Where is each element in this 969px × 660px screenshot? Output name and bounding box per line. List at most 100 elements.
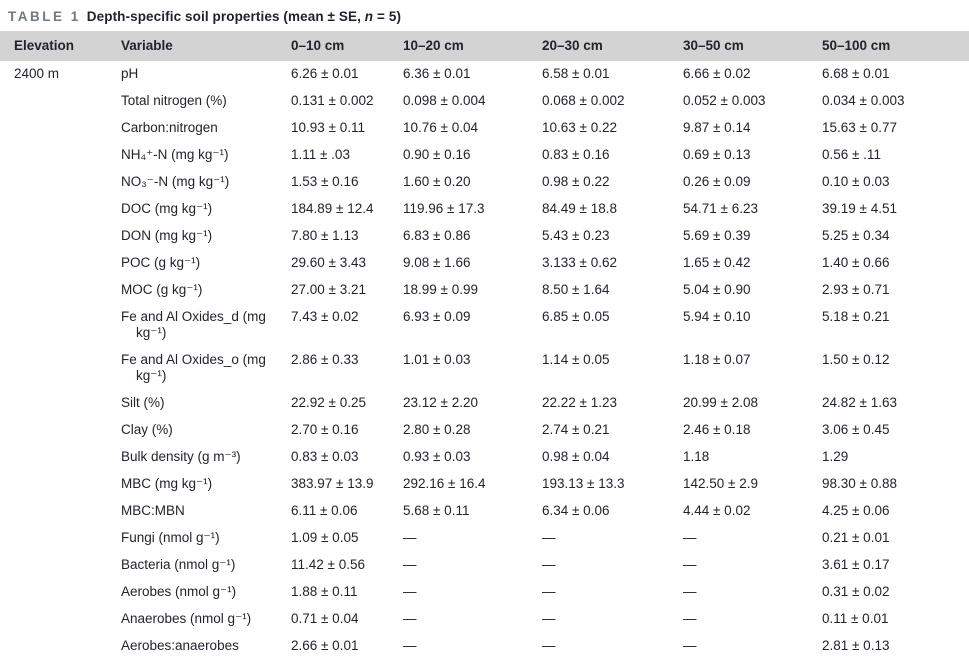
column-header-depth-0-10: 0–10 cm <box>291 31 403 61</box>
value-cell-50-100cm: 5.18 ± 0.21 <box>822 309 890 324</box>
table-row: DOC (mg kg⁻¹) 184.89 ± 12.4 119.96 ± 17.… <box>0 196 969 223</box>
value-cell-10-20cm: 6.93 ± 0.09 <box>403 309 471 324</box>
value-cell-10-20cm: 0.90 ± 0.16 <box>403 147 471 162</box>
elevation-cell <box>0 579 121 606</box>
value-cell-50-100cm: 1.29 <box>822 449 849 464</box>
elevation-cell <box>0 115 121 142</box>
value-cell-30-50cm: 1.65 ± 0.42 <box>683 255 751 270</box>
value-cell-0-10cm: 2.66 ± 0.01 <box>291 638 359 653</box>
value-cell-20-30cm: 84.49 ± 18.8 <box>542 201 617 216</box>
value-cell-30-50cm: 6.66 ± 0.02 <box>683 66 751 81</box>
value-cell-50-100cm: 5.25 ± 0.34 <box>822 228 890 243</box>
variable-cell: Fe and Al Oxides_d (mg kg⁻¹) <box>121 309 266 340</box>
value-cell-50-100cm: 39.19 ± 4.51 <box>822 201 897 216</box>
value-cell-10-20cm: 292.16 ± 16.4 <box>403 476 486 491</box>
value-cell-20-30cm: 6.58 ± 0.01 <box>542 66 610 81</box>
value-cell-20-30cm: — <box>542 557 556 572</box>
value-cell-30-50cm: — <box>683 530 697 545</box>
elevation-cell <box>0 633 121 660</box>
variable-cell: Anaerobes (nmol g⁻¹) <box>121 611 252 626</box>
value-cell-0-10cm: 6.11 ± 0.06 <box>291 503 358 518</box>
caption-n-value: = 5) <box>373 9 402 24</box>
column-header-depth-30-50: 30–50 cm <box>683 31 822 61</box>
table-row: Total nitrogen (%) 0.131 ± 0.002 0.098 ±… <box>0 88 969 115</box>
variable-cell: MBC:MBN <box>121 503 185 518</box>
elevation-cell <box>0 142 121 169</box>
elevation-cell <box>0 525 121 552</box>
table-row: NH₄⁺-N (mg kg⁻¹) 1.11 ± .03 0.90 ± 0.16 … <box>0 142 969 169</box>
value-cell-50-100cm: 2.81 ± 0.13 <box>822 638 890 653</box>
table-row: DON (mg kg⁻¹) 7.80 ± 1.13 6.83 ± 0.86 5.… <box>0 223 969 250</box>
value-cell-20-30cm: — <box>542 638 556 653</box>
variable-cell: POC (g kg⁻¹) <box>121 255 201 270</box>
value-cell-30-50cm: 9.87 ± 0.14 <box>683 120 751 135</box>
value-cell-50-100cm: 24.82 ± 1.63 <box>822 395 897 410</box>
elevation-cell <box>0 196 121 223</box>
value-cell-30-50cm: — <box>683 638 697 653</box>
value-cell-30-50cm: 0.69 ± 0.13 <box>683 147 751 162</box>
value-cell-0-10cm: 1.53 ± 0.16 <box>291 174 359 189</box>
variable-cell: NH₄⁺-N (mg kg⁻¹) <box>121 147 229 162</box>
column-header-depth-10-20: 10–20 cm <box>403 31 542 61</box>
value-cell-0-10cm: 0.83 ± 0.03 <box>291 449 359 464</box>
table-row: Carbon:nitrogen 10.93 ± 0.11 10.76 ± 0.0… <box>0 115 969 142</box>
value-cell-0-10cm: 7.80 ± 1.13 <box>291 228 359 243</box>
variable-cell: pH <box>121 66 139 81</box>
variable-cell: Bulk density (g m⁻³) <box>121 449 241 464</box>
value-cell-0-10cm: 6.26 ± 0.01 <box>291 66 359 81</box>
value-cell-20-30cm: 6.85 ± 0.05 <box>542 309 610 324</box>
table-row: MBC:MBN 6.11 ± 0.06 5.68 ± 0.11 6.34 ± 0… <box>0 498 969 525</box>
value-cell-30-50cm: 1.18 ± 0.07 <box>683 352 751 367</box>
value-cell-0-10cm: 1.11 ± .03 <box>291 147 350 162</box>
elevation-cell <box>0 250 121 277</box>
value-cell-10-20cm: — <box>403 584 417 599</box>
table-row: MOC (g kg⁻¹) 27.00 ± 3.21 18.99 ± 0.99 8… <box>0 277 969 304</box>
value-cell-10-20cm: 2.80 ± 0.28 <box>403 422 471 437</box>
table-row: POC (g kg⁻¹) 29.60 ± 3.43 9.08 ± 1.66 3.… <box>0 250 969 277</box>
value-cell-30-50cm: — <box>683 557 697 572</box>
value-cell-30-50cm: 4.44 ± 0.02 <box>683 503 751 518</box>
value-cell-0-10cm: 22.92 ± 0.25 <box>291 395 366 410</box>
value-cell-50-100cm: 0.31 ± 0.02 <box>822 584 890 599</box>
elevation-cell <box>0 277 121 304</box>
value-cell-0-10cm: 2.86 ± 0.33 <box>291 352 359 367</box>
table-row: Bulk density (g m⁻³) 0.83 ± 0.03 0.93 ± … <box>0 444 969 471</box>
value-cell-0-10cm: 2.70 ± 0.16 <box>291 422 359 437</box>
value-cell-50-100cm: 0.034 ± 0.003 <box>822 93 905 108</box>
value-cell-30-50cm: 5.94 ± 0.10 <box>683 309 751 324</box>
value-cell-10-20cm: 5.68 ± 0.11 <box>403 503 470 518</box>
value-cell-10-20cm: 1.01 ± 0.03 <box>403 352 471 367</box>
value-cell-0-10cm: 1.88 ± 0.11 <box>291 584 358 599</box>
elevation-cell <box>0 498 121 525</box>
value-cell-20-30cm: — <box>542 584 556 599</box>
table-row: MBC (mg kg⁻¹) 383.97 ± 13.9 292.16 ± 16.… <box>0 471 969 498</box>
value-cell-50-100cm: 0.56 ± .11 <box>822 147 881 162</box>
elevation-cell <box>0 606 121 633</box>
value-cell-20-30cm: 0.068 ± 0.002 <box>542 93 625 108</box>
value-cell-50-100cm: 0.21 ± 0.01 <box>822 530 890 545</box>
value-cell-10-20cm: 0.098 ± 0.004 <box>403 93 486 108</box>
value-cell-30-50cm: 0.052 ± 0.003 <box>683 93 766 108</box>
elevation-cell: 2400 m <box>14 66 60 81</box>
value-cell-20-30cm: 6.34 ± 0.06 <box>542 503 610 518</box>
value-cell-30-50cm: 1.18 <box>683 449 710 464</box>
variable-cell: NO₃⁻-N (mg kg⁻¹) <box>121 174 230 189</box>
value-cell-0-10cm: 10.93 ± 0.11 <box>291 120 365 135</box>
value-cell-50-100cm: 2.93 ± 0.71 <box>822 282 890 297</box>
value-cell-20-30cm: — <box>542 611 556 626</box>
value-cell-20-30cm: 0.83 ± 0.16 <box>542 147 610 162</box>
value-cell-10-20cm: 9.08 ± 1.66 <box>403 255 471 270</box>
value-cell-30-50cm: 20.99 ± 2.08 <box>683 395 758 410</box>
variable-cell: Total nitrogen (%) <box>121 93 227 108</box>
elevation-cell <box>0 88 121 115</box>
value-cell-0-10cm: 383.97 ± 13.9 <box>291 476 374 491</box>
caption-text: Depth-specific soil properties (mean ± S… <box>86 9 365 24</box>
value-cell-10-20cm: 119.96 ± 17.3 <box>403 201 485 216</box>
value-cell-30-50cm: 0.26 ± 0.09 <box>683 174 751 189</box>
variable-cell: Clay (%) <box>121 422 173 437</box>
value-cell-30-50cm: 5.04 ± 0.90 <box>683 282 751 297</box>
value-cell-30-50cm: — <box>683 611 697 626</box>
value-cell-0-10cm: 11.42 ± 0.56 <box>291 557 365 572</box>
table-row: Fungi (nmol g⁻¹) 1.09 ± 0.05 — — — 0.21 … <box>0 525 969 552</box>
